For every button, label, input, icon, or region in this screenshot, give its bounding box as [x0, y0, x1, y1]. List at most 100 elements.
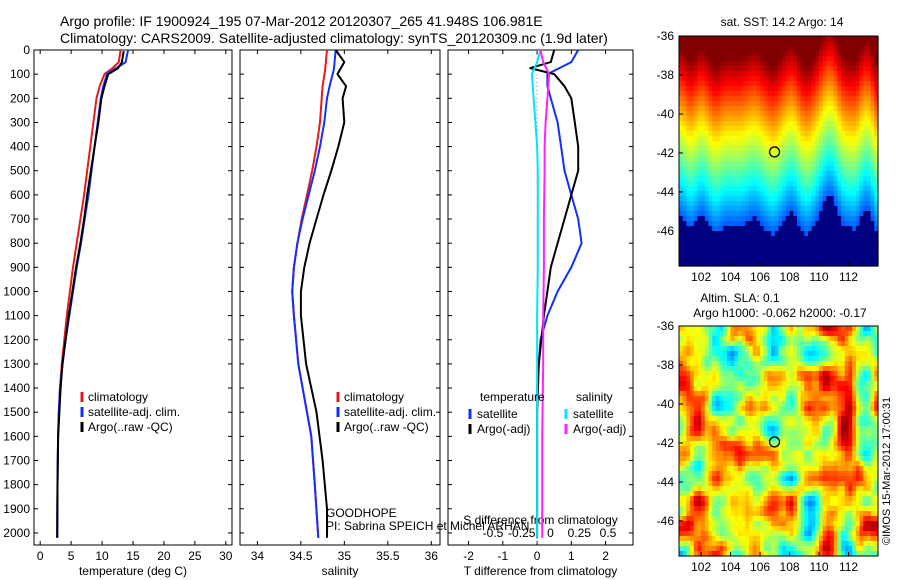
heatmap-cell [815, 331, 820, 337]
heatmap-cell [737, 141, 743, 147]
heatmap-cell [778, 256, 783, 262]
y-tick-label: 300 [10, 115, 30, 129]
heatmap-cell [874, 96, 879, 102]
heatmap-cell [704, 506, 710, 512]
heatmap-cell [830, 246, 835, 252]
heatmap-cell [708, 381, 713, 387]
heatmap-cell [745, 106, 750, 112]
heatmap-cell [778, 181, 783, 187]
heatmap-cell [701, 241, 706, 247]
heatmap-cell [763, 201, 769, 207]
heatmap-cell [841, 486, 846, 492]
heatmap-cell [789, 231, 794, 237]
heatmap-cell [723, 166, 728, 172]
heatmap-cell [763, 416, 769, 422]
heatmap-cell [859, 411, 864, 417]
heatmap-cell [693, 476, 699, 482]
heatmap-cell [837, 361, 842, 367]
heatmap-cell [726, 481, 732, 487]
heatmap-cell [708, 416, 713, 422]
heatmap-cell [760, 76, 765, 82]
heatmap-cell [723, 186, 728, 192]
heatmap-cell [760, 101, 765, 107]
heatmap-cell [708, 371, 713, 377]
heatmap-cell [741, 66, 746, 72]
heatmap-cell [737, 521, 743, 527]
heatmap-cell [771, 81, 776, 87]
heatmap-cell [811, 76, 816, 82]
heatmap-cell [826, 516, 831, 522]
heatmap-cell [741, 326, 746, 332]
heatmap-cell [719, 136, 724, 142]
heatmap-cell [855, 516, 861, 522]
heatmap-cell [855, 46, 861, 52]
heatmap-cell [749, 406, 754, 412]
heatmap-cell [737, 376, 743, 382]
heatmap-cell [852, 416, 857, 422]
heatmap-cell [859, 136, 864, 142]
heatmap-cell [804, 156, 809, 162]
heatmap-cell [874, 466, 879, 472]
heatmap-cell [679, 136, 684, 142]
heatmap-cell [793, 341, 798, 347]
heatmap-cell [749, 441, 754, 447]
heatmap-cell [804, 526, 809, 532]
x-tick-label: 104 [721, 270, 741, 284]
heatmap-cell [679, 391, 684, 397]
heatmap-cell [723, 511, 728, 517]
heatmap-cell [800, 496, 805, 502]
y-tick-label: 1300 [3, 357, 30, 371]
heatmap-cell [837, 481, 842, 487]
heatmap-cell [767, 66, 772, 72]
heatmap-cell [844, 481, 850, 487]
heatmap-cell [778, 481, 783, 487]
heatmap-cell [826, 521, 831, 527]
heatmap-cell [774, 401, 780, 407]
heatmap-cell [870, 181, 875, 187]
heatmap-cell [870, 446, 875, 452]
heatmap-cell [697, 196, 702, 202]
heatmap-cell [760, 461, 765, 467]
heatmap-cell [752, 216, 757, 222]
heatmap-cell [837, 106, 842, 112]
heatmap-cell [697, 106, 702, 112]
heatmap-cell [682, 166, 687, 172]
heatmap-cell [690, 201, 695, 207]
heatmap-cell [704, 111, 710, 117]
heatmap-cell [708, 356, 713, 362]
heatmap-cell [841, 401, 846, 407]
heatmap-cell [730, 251, 735, 257]
heatmap-cell [863, 401, 868, 407]
heatmap-cell [693, 111, 699, 117]
heatmap-cell [822, 231, 828, 237]
heatmap-cell [693, 41, 699, 47]
heatmap-cell [719, 516, 724, 522]
heatmap-cell [811, 456, 816, 462]
heatmap-cell [833, 196, 839, 202]
heatmap-cell [811, 466, 816, 472]
heatmap-cell [874, 481, 879, 487]
heatmap-cell [778, 46, 783, 52]
heatmap-cell [859, 131, 864, 137]
heatmap-cell [686, 76, 691, 82]
heatmap-cell [815, 456, 820, 462]
heatmap-cell [811, 436, 816, 442]
heatmap-cell [804, 166, 809, 172]
heatmap-cell [870, 86, 875, 92]
heatmap-cell [855, 181, 861, 187]
heatmap-cell [826, 501, 831, 507]
heatmap-cell [745, 176, 750, 182]
heatmap-cell [730, 216, 735, 222]
heatmap-cell [760, 181, 765, 187]
heatmap-cell [693, 96, 699, 102]
heatmap-cell [837, 396, 842, 402]
heatmap-cell [712, 96, 717, 102]
heatmap-cell [822, 41, 828, 47]
heatmap-cell [737, 186, 743, 192]
heatmap-cell [855, 331, 861, 337]
heatmap-cell [804, 106, 809, 112]
heatmap-cell [848, 66, 853, 72]
heatmap-cell [737, 396, 743, 402]
heatmap-cell [852, 411, 857, 417]
heatmap-cell [811, 121, 816, 127]
